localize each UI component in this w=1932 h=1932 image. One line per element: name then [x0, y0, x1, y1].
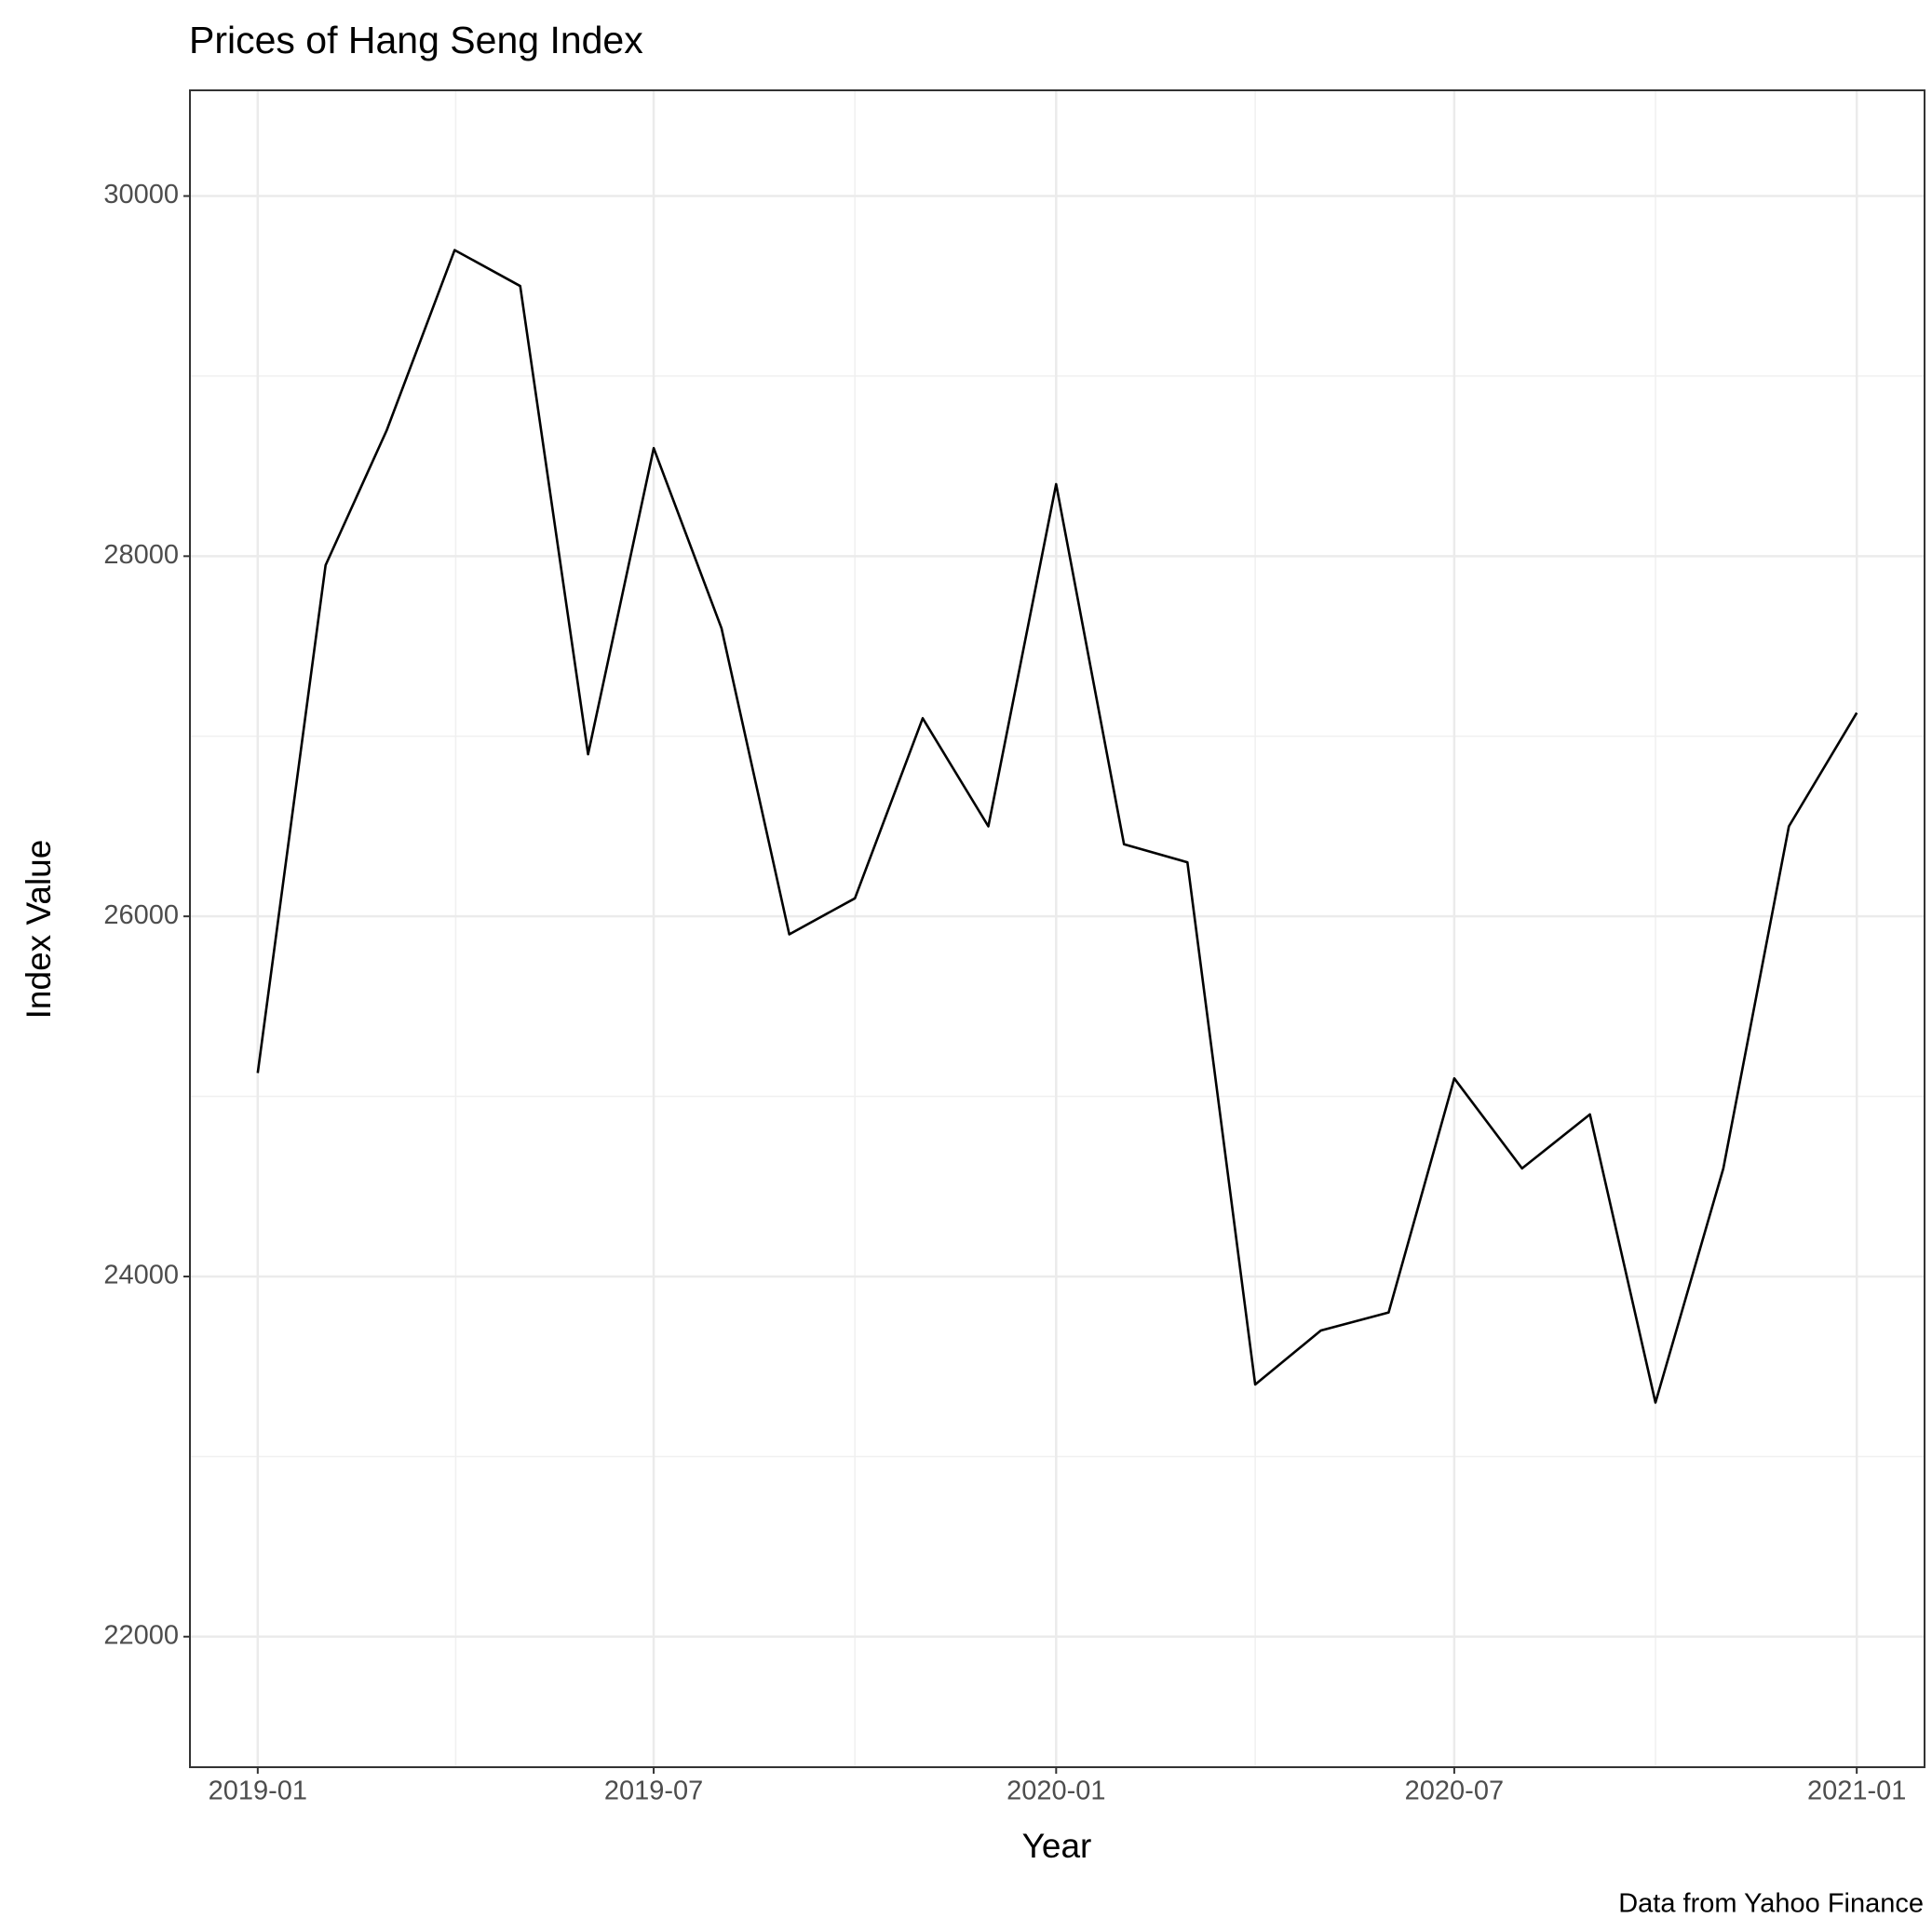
panel-border — [189, 89, 1925, 1768]
x-axis-title: Year — [1022, 1827, 1092, 1865]
y-tick-label: 30000 — [103, 180, 179, 209]
chart-title: Prices of Hang Seng Index — [189, 19, 643, 61]
x-tick-label: 2020-07 — [1405, 1777, 1504, 1806]
x-tick-label: 2020-01 — [1007, 1777, 1105, 1806]
data-line — [256, 249, 1858, 1404]
y-tick-label: 24000 — [103, 1261, 179, 1290]
x-tick-label: 2021-01 — [1807, 1777, 1906, 1806]
caption: Data from Yahoo Finance — [1618, 1889, 1924, 1919]
x-tick-label: 2019-01 — [209, 1777, 307, 1806]
x-tick-label: 2019-07 — [604, 1777, 703, 1806]
y-tick-label: 28000 — [103, 540, 179, 570]
y-tick-label: 26000 — [103, 900, 179, 930]
y-tick-label: 22000 — [103, 1620, 179, 1650]
y-axis-title: Index Value — [20, 840, 58, 1020]
